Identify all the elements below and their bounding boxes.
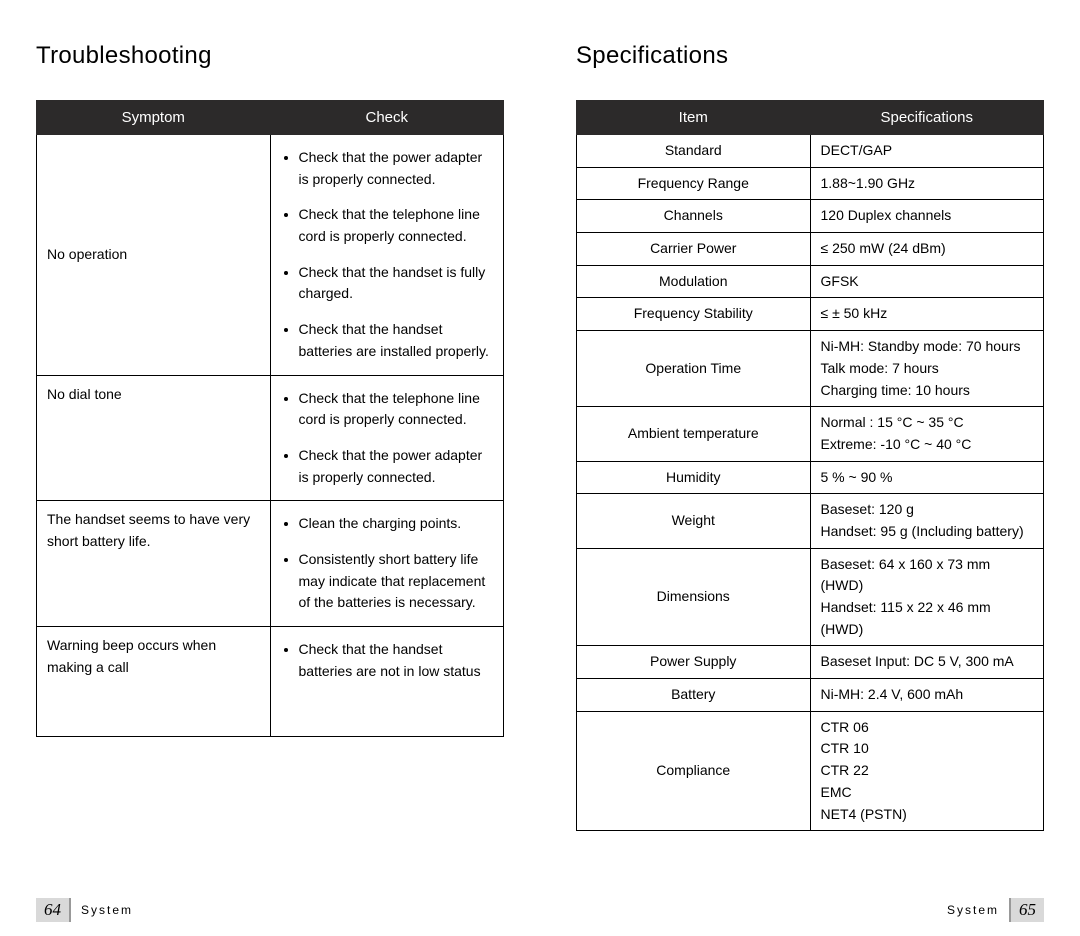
item-cell: Humidity: [577, 461, 811, 494]
troubleshooting-table: Symptom Check No operation Check that the…: [36, 100, 504, 737]
table-row: Humidity5 % ~ 90 %: [577, 461, 1044, 494]
table-row: No dial tone Check that the telephone lin…: [37, 375, 504, 501]
spec-cell: Ni-MH: 2.4 V, 600 mAh: [810, 679, 1044, 712]
check-list: Clean the charging points. Consistently s…: [281, 513, 494, 614]
table-row: Frequency Range1.88~1.90 GHz: [577, 167, 1044, 200]
item-cell: Operation Time: [577, 331, 811, 407]
item-cell: Modulation: [577, 265, 811, 298]
table-row: ModulationGFSK: [577, 265, 1044, 298]
check-cell: Clean the charging points. Consistently s…: [270, 501, 504, 627]
page-number: 65: [1009, 898, 1044, 922]
table-row: Operation TimeNi-MH: Standby mode: 70 ho…: [577, 331, 1044, 407]
th-symptom: Symptom: [37, 101, 271, 135]
footer-left: 64 System: [36, 898, 133, 922]
item-cell: Frequency Stability: [577, 298, 811, 331]
table-row: Channels120 Duplex channels: [577, 200, 1044, 233]
spec-cell: GFSK: [810, 265, 1044, 298]
symptom-cell: Warning beep occurs when making a call: [37, 627, 271, 737]
right-page: Specifications Item Specifications Stand…: [540, 0, 1080, 936]
check-item: Check that the power adapter is properly…: [299, 445, 494, 488]
page-title: Troubleshooting: [36, 42, 504, 70]
item-cell: Compliance: [577, 711, 811, 830]
left-page: Troubleshooting Symptom Check No operati…: [0, 0, 540, 936]
table-row: Warning beep occurs when making a call Ch…: [37, 627, 504, 737]
troubleshoot-body: No operation Check that the power adapter…: [37, 135, 504, 737]
table-row: No operation Check that the power adapter…: [37, 135, 504, 376]
symptom-cell: No operation: [37, 135, 271, 376]
spec-cell: 1.88~1.90 GHz: [810, 167, 1044, 200]
item-cell: Carrier Power: [577, 233, 811, 266]
check-cell: Check that the telephone line cord is pr…: [270, 375, 504, 501]
check-item: Check that the telephone line cord is pr…: [299, 388, 494, 431]
page-number: 64: [36, 898, 71, 922]
check-item: Consistently short battery life may indi…: [299, 549, 494, 614]
table-row: Power SupplyBaseset Input: DC 5 V, 300 m…: [577, 646, 1044, 679]
page-spread: Troubleshooting Symptom Check No operati…: [0, 0, 1080, 936]
page-title: Specifications: [576, 42, 1044, 70]
spec-cell: CTR 06 CTR 10 CTR 22 EMC NET4 (PSTN): [810, 711, 1044, 830]
spec-cell: 5 % ~ 90 %: [810, 461, 1044, 494]
check-cell: Check that the handset batteries are not…: [270, 627, 504, 737]
table-row: Carrier Power≤ 250 mW (24 dBm): [577, 233, 1044, 266]
specs-body: StandardDECT/GAPFrequency Range1.88~1.90…: [577, 135, 1044, 831]
th-item: Item: [577, 101, 811, 135]
th-spec: Specifications: [810, 101, 1044, 135]
item-cell: Ambient temperature: [577, 407, 811, 461]
spec-cell: ≤ 250 mW (24 dBm): [810, 233, 1044, 266]
check-item: Check that the telephone line cord is pr…: [299, 204, 494, 247]
symptom-cell: The handset seems to have very short bat…: [37, 501, 271, 627]
footer-right: System 65: [947, 898, 1044, 922]
check-item: Check that the handset is fully charged.: [299, 262, 494, 305]
check-list: Check that the telephone line cord is pr…: [281, 388, 494, 489]
specifications-table: Item Specifications StandardDECT/GAPFreq…: [576, 100, 1044, 831]
item-cell: Power Supply: [577, 646, 811, 679]
spec-cell: DECT/GAP: [810, 135, 1044, 168]
table-row: StandardDECT/GAP: [577, 135, 1044, 168]
table-row: DimensionsBaseset: 64 x 160 x 73 mm (HWD…: [577, 548, 1044, 646]
spec-cell: Normal : 15 °C ~ 35 °C Extreme: -10 °C ~…: [810, 407, 1044, 461]
th-check: Check: [270, 101, 504, 135]
spec-cell: Baseset Input: DC 5 V, 300 mA: [810, 646, 1044, 679]
footer-label: System: [81, 903, 133, 917]
table-row: ComplianceCTR 06 CTR 10 CTR 22 EMC NET4 …: [577, 711, 1044, 830]
symptom-cell: No dial tone: [37, 375, 271, 501]
check-cell: Check that the power adapter is properly…: [270, 135, 504, 376]
check-item: Check that the handset batteries are not…: [299, 639, 494, 682]
item-cell: Frequency Range: [577, 167, 811, 200]
spec-cell: ≤ ± 50 kHz: [810, 298, 1044, 331]
item-cell: Dimensions: [577, 548, 811, 646]
spec-cell: Baseset: 120 g Handset: 95 g (Including …: [810, 494, 1044, 548]
spec-cell: Ni-MH: Standby mode: 70 hours Talk mode:…: [810, 331, 1044, 407]
footer-label: System: [947, 903, 999, 917]
spec-cell: 120 Duplex channels: [810, 200, 1044, 233]
table-header-row: Item Specifications: [577, 101, 1044, 135]
item-cell: Channels: [577, 200, 811, 233]
item-cell: Battery: [577, 679, 811, 712]
check-list: Check that the handset batteries are not…: [281, 639, 494, 682]
table-row: Ambient temperatureNormal : 15 °C ~ 35 °…: [577, 407, 1044, 461]
item-cell: Standard: [577, 135, 811, 168]
table-row: BatteryNi-MH: 2.4 V, 600 mAh: [577, 679, 1044, 712]
check-item: Clean the charging points.: [299, 513, 494, 535]
spec-cell: Baseset: 64 x 160 x 73 mm (HWD) Handset:…: [810, 548, 1044, 646]
table-row: The handset seems to have very short bat…: [37, 501, 504, 627]
table-header-row: Symptom Check: [37, 101, 504, 135]
table-row: WeightBaseset: 120 g Handset: 95 g (Incl…: [577, 494, 1044, 548]
check-list: Check that the power adapter is properly…: [281, 147, 494, 363]
check-item: Check that the handset batteries are ins…: [299, 319, 494, 362]
table-row: Frequency Stability≤ ± 50 kHz: [577, 298, 1044, 331]
item-cell: Weight: [577, 494, 811, 548]
check-item: Check that the power adapter is properly…: [299, 147, 494, 190]
